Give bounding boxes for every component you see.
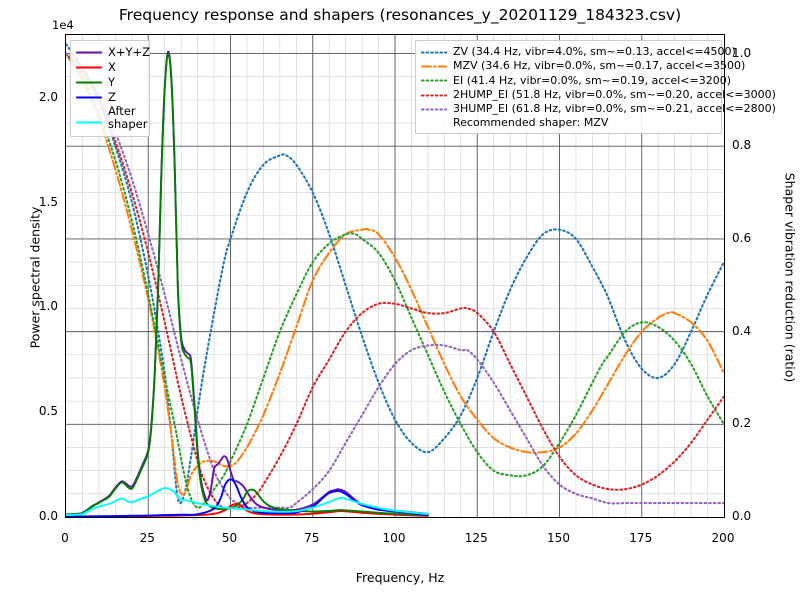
legend-item-y[interactable]: Y	[76, 75, 144, 90]
legend-swatch-icon	[76, 66, 102, 69]
legend-line-icon	[76, 47, 102, 58]
legend-item-label: 3HUMP_EI (61.8 Hz, vibr=0.0%, sm~=0.21, …	[453, 102, 776, 116]
y-tick-label-left: 0.5	[38, 404, 58, 419]
x-tick-label: 175	[629, 531, 653, 545]
legend-line-icon	[421, 47, 447, 58]
plot-area	[65, 34, 725, 518]
x-tick-label: 125	[464, 531, 488, 545]
legend-item-ei[interactable]: EI (41.4 Hz, vibr=0.0%, sm~=0.19, accel<…	[421, 74, 731, 88]
legend-swatch-icon	[76, 96, 102, 99]
legend-swatch-icon	[76, 81, 102, 84]
legend-swatch-icon	[421, 108, 447, 111]
legend-line-icon	[76, 117, 102, 128]
x-tick-label: 25	[139, 531, 155, 545]
x-tick-label: 100	[382, 531, 406, 545]
legend-swatch-icon	[421, 79, 447, 82]
legend-line-icon	[421, 90, 447, 101]
shaper-line-zv	[66, 43, 724, 505]
psd-line-z	[66, 478, 429, 517]
page-title: Frequency response and shapers (resonanc…	[118, 6, 682, 24]
y-axis-offset-label: 1e4	[52, 18, 74, 32]
legend-swatch-icon	[76, 51, 102, 54]
x-tick-label: 0	[61, 531, 69, 545]
legend-line-icon	[421, 104, 447, 115]
y-tick-label-left: 2.0	[38, 89, 58, 104]
legend-shapers: ZV (34.4 Hz, vibr=4.0%, sm~=0.13, accel<…	[415, 40, 776, 135]
y-tick-label-right: 0.6	[732, 230, 752, 245]
shaper-line-ei	[66, 52, 724, 509]
legend-item-zv[interactable]: ZV (34.4 Hz, vibr=4.0%, sm~=0.13, accel<…	[421, 45, 736, 59]
legend-item-label: After shaper	[108, 103, 148, 132]
y-tick-label-left: 1.0	[38, 299, 58, 314]
shaper-line-2hump_ei	[66, 52, 724, 510]
legend-item-after-shaper[interactable]: After shaper	[76, 103, 148, 132]
recommended-shaper-note: Recommended shaper: MZV	[453, 116, 609, 130]
legend-item-label: EI (41.4 Hz, vibr=0.0%, sm~=0.19, accel<…	[453, 73, 731, 87]
legend-swatch-icon	[421, 65, 447, 68]
legend-item-label: X	[108, 59, 116, 74]
legend-item-label: Z	[108, 89, 116, 104]
legend-swatch-icon	[76, 121, 102, 124]
y-tick-label-left: 1.5	[38, 194, 58, 209]
legend-item-3hump_ei[interactable]: 3HUMP_EI (61.8 Hz, vibr=0.0%, sm~=0.21, …	[421, 102, 776, 116]
legend-line-icon	[76, 62, 102, 73]
legend-item-label: 2HUMP_EI (51.8 Hz, vibr=0.0%, sm~=0.20, …	[453, 87, 776, 101]
legend-item-mzv[interactable]: MZV (34.6 Hz, vibr=0.0%, sm~=0.17, accel…	[421, 59, 745, 73]
psd-curves	[66, 50, 429, 517]
y-axis-left-ticks: 0.0 0.5 1.0 1.5 2.0	[0, 0, 58, 600]
legend-item-label: X+Y+Z	[108, 45, 151, 59]
x-tick-label: 200	[711, 531, 735, 545]
y-tick-label-right: 0.0	[732, 509, 752, 523]
y-tick-label-left: 0.0	[38, 509, 58, 523]
x-tick-label: 150	[547, 531, 570, 545]
psd-line-after-shaper	[66, 487, 429, 517]
x-axis-label: Frequency, Hz	[355, 570, 445, 585]
y-axis-right-ticks: 0.0 0.2 0.4 0.6 0.8 1.0	[732, 0, 792, 600]
shaper-line-mzv	[66, 52, 724, 496]
legend-item-label: Y	[108, 74, 116, 89]
legend-item-x-y-z[interactable]: X+Y+Z	[76, 45, 150, 60]
legend-line-icon	[421, 61, 447, 72]
plot-canvas	[66, 35, 724, 517]
y-tick-label-right: 1.0	[732, 45, 752, 60]
legend-item-x[interactable]: X	[76, 60, 144, 75]
y-tick-label-right: 0.2	[732, 416, 752, 431]
legend-item-label: MZV (34.6 Hz, vibr=0.0%, sm~=0.17, accel…	[453, 59, 746, 73]
legend-item-z[interactable]: Z	[76, 90, 144, 105]
legend-signals: X+Y+Z X Y Z After shaper	[70, 40, 150, 137]
x-tick-label: 50	[221, 531, 238, 545]
legend-line-icon	[421, 75, 447, 86]
y-tick-label-right: 0.8	[732, 138, 752, 153]
x-tick-label: 75	[304, 531, 320, 545]
legend-item-2hump_ei[interactable]: 2HUMP_EI (51.8 Hz, vibr=0.0%, sm~=0.20, …	[421, 88, 776, 102]
y-tick-label-right: 0.4	[732, 323, 752, 338]
legend-line-icon	[76, 92, 102, 103]
legend-line-icon	[76, 77, 102, 88]
legend-swatch-icon	[421, 93, 447, 97]
legend-swatch-icon	[421, 51, 447, 54]
legend-item-label: ZV (34.4 Hz, vibr=4.0%, sm~=0.13, accel<…	[453, 45, 736, 58]
